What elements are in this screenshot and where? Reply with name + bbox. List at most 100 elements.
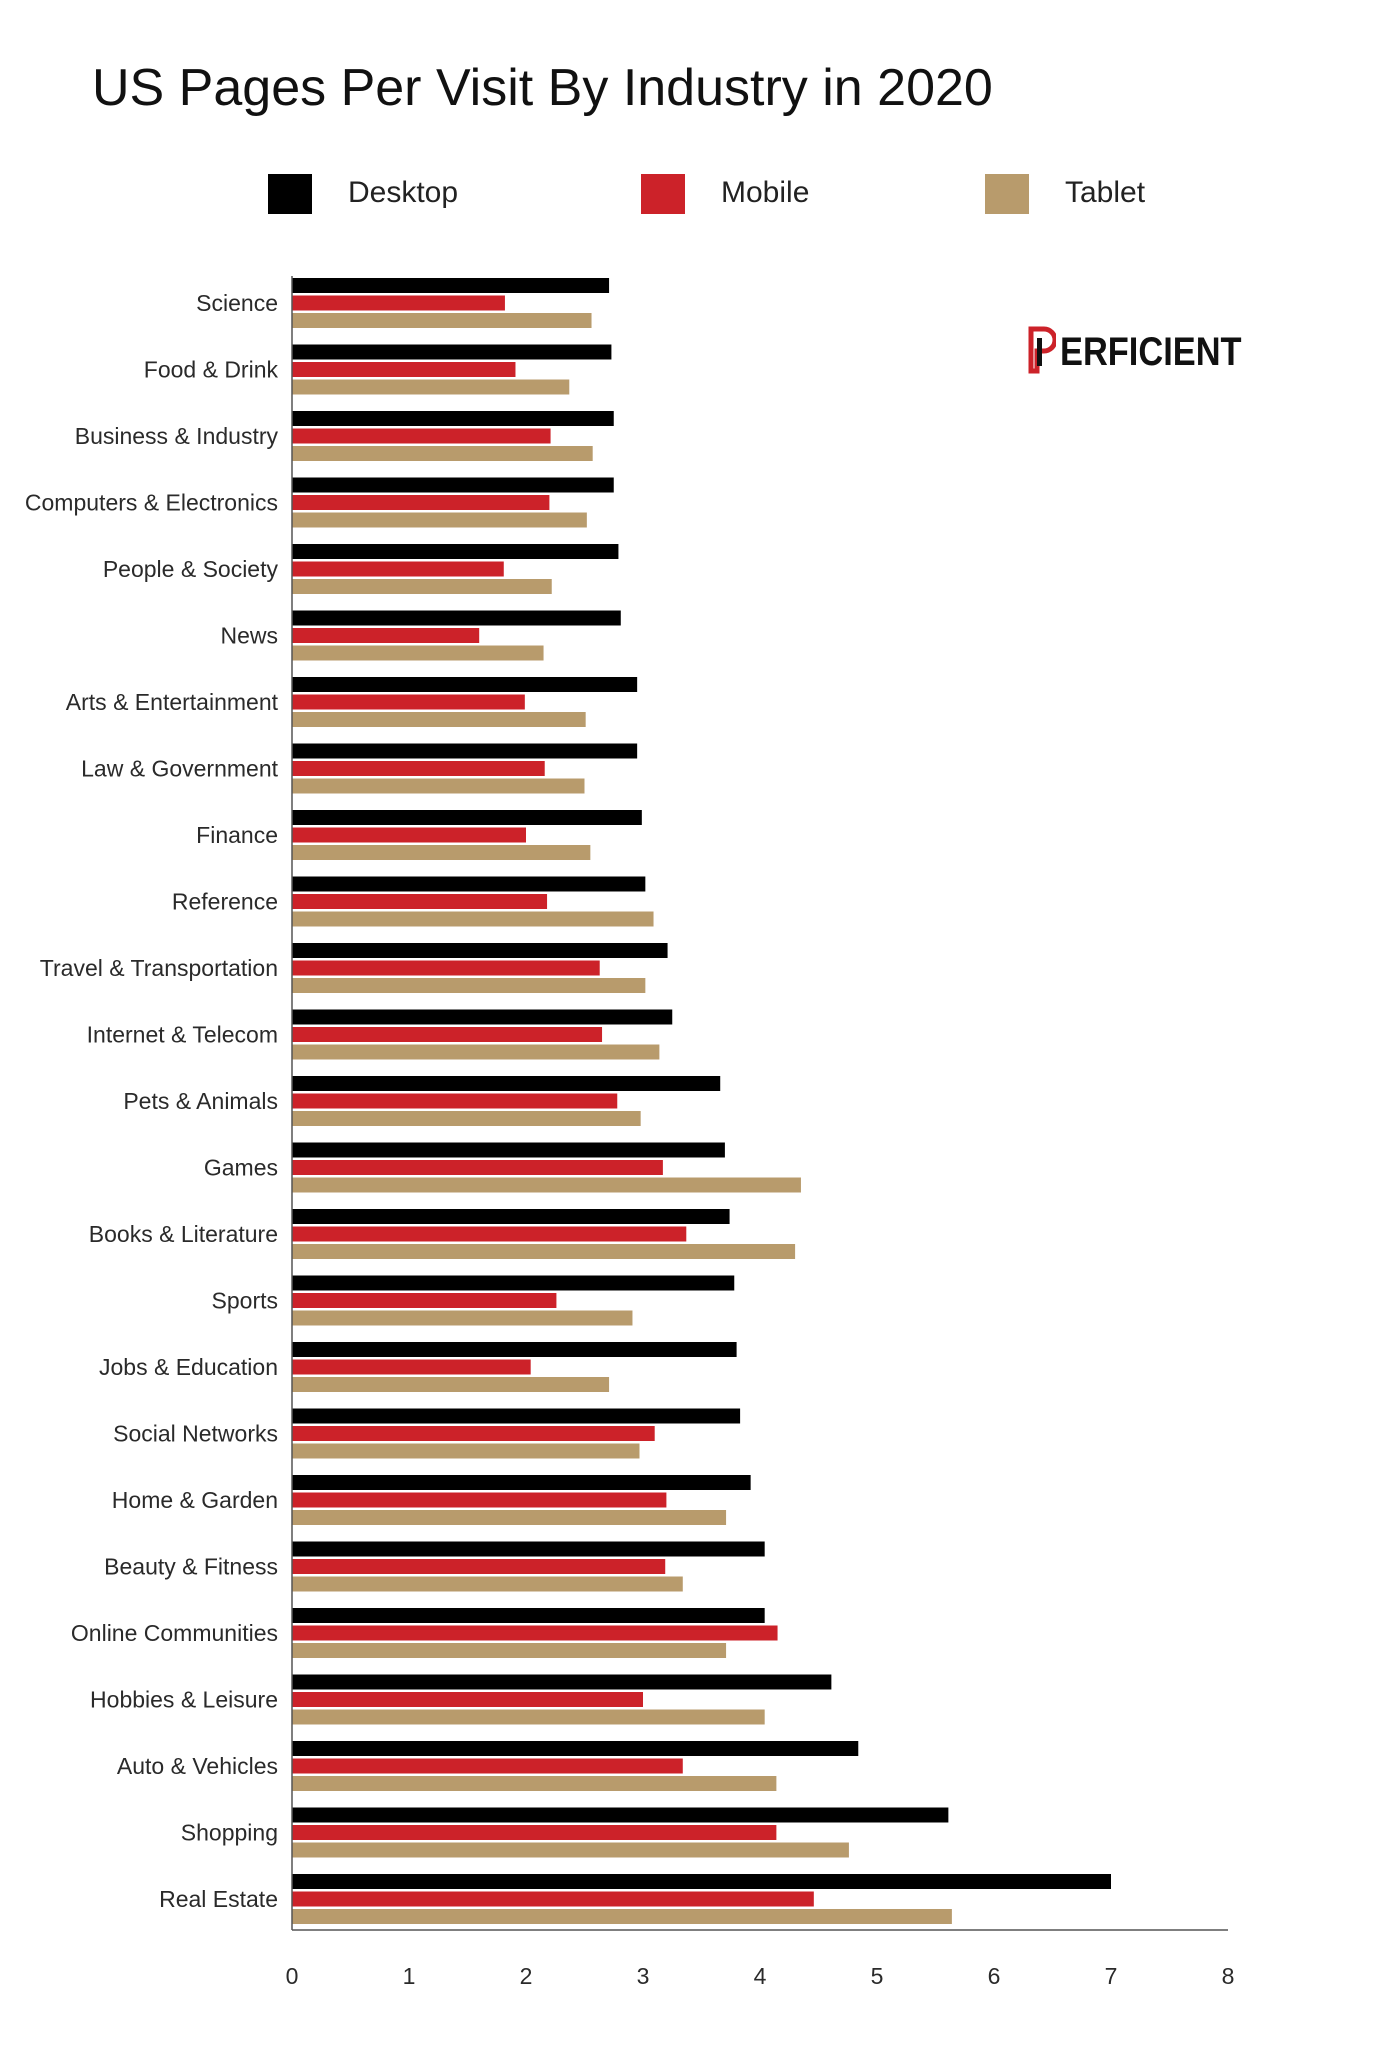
x-tick-labels: 0 1 2 3 4 5 6 7 8 — [286, 1963, 1235, 1989]
bar-desktop-law-and-government — [292, 743, 638, 759]
bar-mobile-real-estate — [292, 1891, 814, 1907]
axes — [291, 276, 1228, 1931]
category-label-people-and-society: People & Society — [103, 556, 279, 582]
bar-tablet-people-and-society — [292, 579, 552, 594]
bar-desktop-hobbies-and-leisure — [292, 1674, 832, 1690]
bar-desktop-arts-and-entertainment — [292, 677, 638, 692]
x-tick-label-5: 5 — [871, 1963, 884, 1989]
legend-label-tablet: Tablet — [1065, 176, 1146, 209]
category-label-real-estate: Real Estate — [159, 1886, 278, 1912]
bar-desktop-people-and-society — [292, 544, 619, 559]
bar-tablet-computers-and-electronics — [292, 512, 587, 528]
bar-tablet-jobs-and-education — [292, 1377, 610, 1392]
category-label-sports: Sports — [212, 1288, 278, 1314]
x-tick-label-6: 6 — [988, 1963, 1001, 1989]
bar-desktop-travel-and-transportation — [292, 943, 668, 958]
bar-mobile-business-and-industry — [292, 428, 551, 444]
bar-mobile-travel-and-transportation — [292, 960, 600, 976]
category-label-books-and-literature: Books & Literature — [89, 1221, 278, 1247]
perficient-logo-mark-icon — [1028, 326, 1056, 374]
bar-tablet-travel-and-transportation — [292, 978, 646, 993]
category-label-news: News — [220, 623, 278, 649]
bar-mobile-auto-and-vehicles — [292, 1758, 683, 1774]
bar-mobile-home-and-garden — [292, 1492, 667, 1508]
bar-tablet-science — [292, 313, 592, 328]
category-label-pets-and-animals: Pets & Animals — [123, 1088, 278, 1114]
bar-desktop-business-and-industry — [292, 411, 614, 426]
bar-tablet-sports — [292, 1310, 633, 1326]
bar-desktop-reference — [292, 876, 646, 892]
category-label-law-and-government: Law & Government — [81, 756, 278, 782]
bar-mobile-arts-and-entertainment — [292, 694, 525, 710]
bar-mobile-finance — [292, 827, 526, 843]
bar-mobile-beauty-and-fitness — [292, 1559, 666, 1574]
bar-tablet-social-networks — [292, 1443, 640, 1459]
category-label-home-and-garden: Home & Garden — [112, 1487, 278, 1513]
bar-tablet-pets-and-animals — [292, 1111, 641, 1126]
x-tick-label-2: 2 — [520, 1963, 533, 1989]
bar-tablet-arts-and-entertainment — [292, 712, 586, 727]
bar-tablet-beauty-and-fitness — [292, 1576, 683, 1592]
bar-tablet-real-estate — [292, 1909, 952, 1924]
bar-desktop-real-estate — [292, 1874, 1111, 1889]
bar-desktop-home-and-garden — [292, 1475, 751, 1490]
bar-tablet-law-and-government — [292, 778, 585, 794]
bar-desktop-shopping — [292, 1807, 949, 1823]
x-tick-label-4: 4 — [754, 1963, 767, 1989]
bar-tablet-books-and-literature — [292, 1244, 796, 1259]
bar-mobile-sports — [292, 1293, 557, 1308]
category-label-reference: Reference — [172, 889, 278, 915]
bar-desktop-science — [292, 278, 610, 293]
category-label-internet-and-telecom: Internet & Telecom — [87, 1022, 278, 1048]
category-label-travel-and-transportation: Travel & Transportation — [40, 955, 278, 981]
bar-desktop-beauty-and-fitness — [292, 1541, 765, 1557]
bar-mobile-books-and-literature — [292, 1226, 687, 1242]
category-label-games: Games — [204, 1155, 278, 1181]
bar-mobile-people-and-society — [292, 561, 504, 577]
category-label-computers-and-electronics: Computers & Electronics — [25, 490, 278, 516]
bar-mobile-hobbies-and-leisure — [292, 1692, 643, 1707]
category-label-science: Science — [196, 290, 278, 316]
bar-tablet-auto-and-vehicles — [292, 1776, 777, 1791]
bar-mobile-law-and-government — [292, 761, 545, 776]
bar-tablet-home-and-garden — [292, 1510, 727, 1525]
x-tick-label-3: 3 — [637, 1963, 650, 1989]
bar-mobile-pets-and-animals — [292, 1093, 618, 1109]
x-tick-label-0: 0 — [286, 1963, 299, 1989]
bar-tablet-hobbies-and-leisure — [292, 1709, 765, 1725]
legend-label-mobile: Mobile — [721, 176, 810, 209]
bar-tablet-shopping — [292, 1842, 849, 1858]
legend-swatch-tablet — [985, 174, 1029, 214]
bar-desktop-finance — [292, 810, 642, 825]
bar-desktop-games — [292, 1142, 725, 1158]
bar-desktop-internet-and-telecom — [292, 1009, 673, 1025]
bar-tablet-online-communities — [292, 1643, 727, 1658]
legend-swatch-mobile — [641, 174, 685, 214]
bar-desktop-jobs-and-education — [292, 1342, 737, 1357]
bar-desktop-computers-and-electronics — [292, 477, 614, 493]
category-labels: Science Food & Drink Business & Industry Co… — [25, 290, 279, 1912]
bar-desktop-online-communities — [292, 1608, 765, 1623]
bar-mobile-jobs-and-education — [292, 1359, 531, 1375]
category-label-food-and-drink: Food & Drink — [144, 357, 279, 383]
bar-desktop-pets-and-animals — [292, 1076, 721, 1091]
bar-tablet-internet-and-telecom — [292, 1044, 660, 1060]
bar-mobile-internet-and-telecom — [292, 1027, 603, 1042]
bar-desktop-social-networks — [292, 1408, 741, 1424]
bar-mobile-science — [292, 295, 505, 311]
bar-mobile-reference — [292, 894, 548, 909]
bar-desktop-food-and-drink — [292, 344, 612, 360]
legend: Desktop Mobile Tablet — [0, 170, 1400, 230]
bar-desktop-news — [292, 610, 621, 626]
category-label-beauty-and-fitness: Beauty & Fitness — [104, 1554, 278, 1580]
category-label-arts-and-entertainment: Arts & Entertainment — [66, 689, 279, 715]
perficient-logo-text: ERFICIENT — [1060, 330, 1242, 374]
chart-title: US Pages Per Visit By Industry in 2020 — [92, 59, 993, 117]
x-tick-label-8: 8 — [1222, 1963, 1235, 1989]
x-tick-label-1: 1 — [403, 1963, 416, 1989]
category-label-auto-and-vehicles: Auto & Vehicles — [117, 1753, 278, 1779]
bar-mobile-social-networks — [292, 1426, 655, 1441]
bar-mobile-games — [292, 1160, 663, 1175]
bar-desktop-auto-and-vehicles — [292, 1741, 859, 1756]
